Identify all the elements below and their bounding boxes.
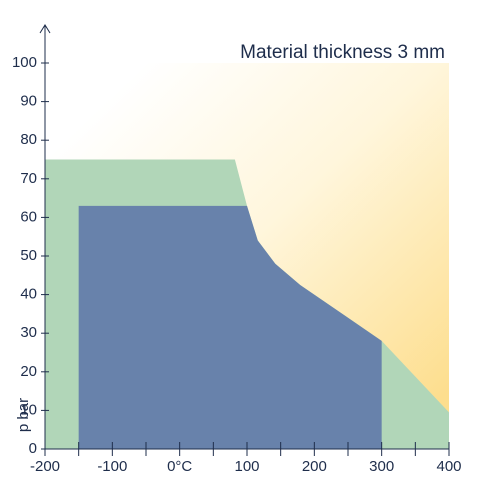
y-tick-label: 20 xyxy=(20,363,37,380)
y-tick-label: 50 xyxy=(20,247,37,264)
x-tick-label: 300 xyxy=(369,458,394,475)
x-tick-label: -200 xyxy=(30,458,60,475)
y-tick-label: 0 xyxy=(29,440,37,457)
y-tick-label: 10 xyxy=(20,401,37,418)
y-tick-label: 30 xyxy=(20,324,37,341)
y-tick-label: 40 xyxy=(20,286,37,303)
x-tick-label: 0°C xyxy=(167,458,192,475)
y-axis-arrow xyxy=(39,24,51,34)
y-axis-label: p bar xyxy=(15,398,32,432)
plot-area xyxy=(45,63,449,449)
area xyxy=(78,205,382,449)
y-tick-label: 90 xyxy=(20,93,37,110)
x-tick-label: 400 xyxy=(436,458,461,475)
chart-title: Material thickness 3 mm xyxy=(240,42,445,63)
x-tick-label: 200 xyxy=(302,458,327,475)
y-tick-label: 70 xyxy=(20,170,37,187)
x-tick-label: 100 xyxy=(234,458,259,475)
y-tick-label: 80 xyxy=(20,131,37,148)
y-tick-label: 60 xyxy=(20,208,37,225)
y-tick-label: 100 xyxy=(12,54,37,71)
x-tick-label: -100 xyxy=(97,458,127,475)
